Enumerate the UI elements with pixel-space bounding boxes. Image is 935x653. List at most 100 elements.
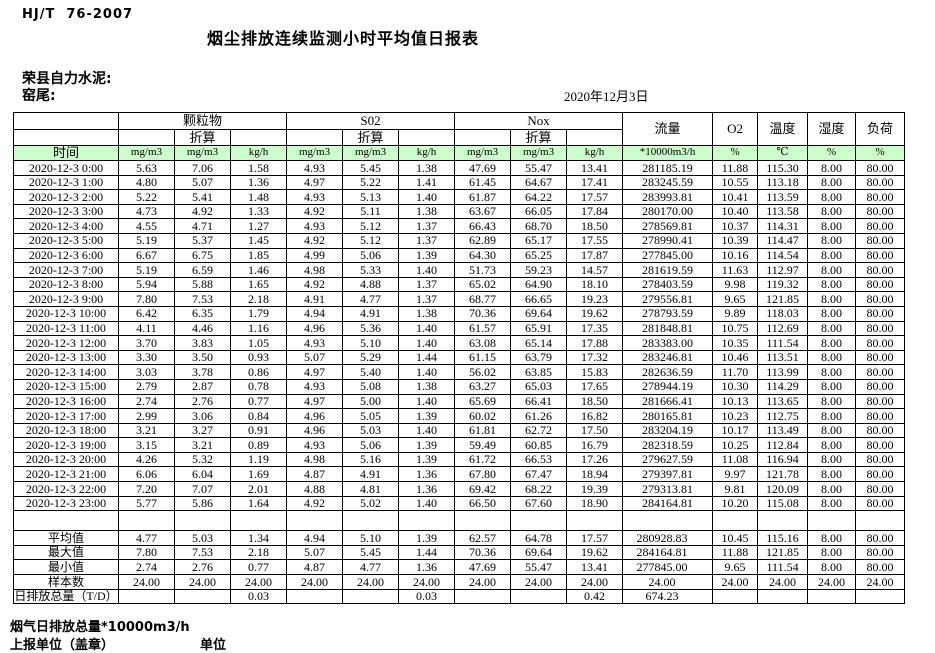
summary-value: 4.77: [342, 559, 400, 576]
cell-value: 17.26: [566, 451, 624, 468]
cell-value: 61.26: [510, 408, 568, 424]
cell-value: 10.16: [712, 247, 759, 264]
cell-value: 68.22: [510, 481, 568, 497]
cell-value: 65.14: [510, 335, 568, 351]
summary-value: 80.00: [855, 530, 906, 546]
cell-time: 2020-12-3 12:00: [13, 335, 119, 351]
cell-value: 66.53: [510, 451, 568, 468]
empty-cell: [855, 510, 906, 532]
cell-value: 1.79: [229, 305, 288, 322]
cell-value: 66.41: [510, 393, 568, 410]
cell-value: 17.88: [566, 335, 624, 351]
cell-value: 5.19: [118, 262, 175, 278]
cell-value: 10.13: [712, 393, 759, 410]
cell-value: 18.94: [566, 466, 624, 483]
cell-value: 65.25: [510, 247, 568, 264]
summary-row: 样本数 24.00 24.00 24.00 24.00 24.00 24.00 24.00 24…: [13, 574, 906, 590]
cell-value: 114.31: [757, 218, 809, 234]
cell-value: 113.59: [757, 189, 809, 205]
cell-value: 65.69: [454, 393, 512, 410]
summary-value: 674.23: [622, 588, 714, 605]
cell-value: 279397.81: [622, 466, 714, 483]
cell-value: 5.12: [342, 218, 400, 234]
cell-value: 0.86: [229, 364, 288, 380]
summary-value: 5.07: [286, 544, 344, 561]
cell-value: 1.40: [398, 320, 456, 337]
cell-value: 8.00: [807, 305, 857, 322]
summary-value: 47.69: [454, 559, 512, 576]
cell-value: 1.39: [398, 408, 456, 424]
cell-value: 283246.81: [622, 349, 714, 366]
summary-label: 最小值: [13, 559, 119, 576]
cell-value: 4.96: [286, 408, 344, 424]
table-row: 2020-12-3 9:00 7.80 7.53 2.18 4.91 4.77 1.37 68…: [13, 291, 906, 307]
cell-value: 113.58: [757, 203, 809, 220]
table-row: 2020-12-3 4:00 4.55 4.71 1.27 4.93 5.12 1.37 66…: [13, 218, 906, 234]
cell-value: 278403.59: [622, 276, 714, 293]
cell-value: 4.96: [286, 422, 344, 439]
cell-value: 4.92: [286, 495, 344, 512]
cell-value: 1.46: [229, 262, 288, 278]
cell-value: 80.00: [855, 160, 906, 176]
cell-value: 18.90: [566, 495, 624, 512]
o2-unit: %: [712, 145, 759, 161]
summary-value: 24.00: [398, 574, 456, 590]
cell-value: 282318.59: [622, 437, 714, 453]
cell-value: 59.23: [510, 262, 568, 278]
table-row: 2020-12-3 23:00 5.77 5.86 1.64 4.92 5.02 1.40 6…: [13, 495, 906, 512]
cell-value: 2.99: [118, 408, 175, 424]
cell-time: 2020-12-3 3:00: [13, 203, 119, 220]
cell-value: 283245.59: [622, 174, 714, 191]
cell-value: 8.00: [807, 262, 857, 278]
cell-value: 80.00: [855, 262, 906, 278]
cell-value: 1.39: [398, 451, 456, 468]
summary-value: 284164.81: [622, 544, 714, 561]
cell-value: 64.90: [510, 276, 568, 293]
cell-value: 112.69: [757, 320, 809, 337]
summary-value: [118, 588, 175, 605]
cell-value: 6.75: [174, 247, 231, 264]
cell-value: 1.37: [398, 276, 456, 293]
cell-time: 2020-12-3 5:00: [13, 232, 119, 249]
empty-cell: [286, 510, 344, 532]
table-row: 2020-12-3 5:00 5.19 5.37 1.45 4.92 5.12 1.37 62…: [13, 232, 906, 249]
cell-value: 2.76: [174, 393, 231, 410]
summary-value: [174, 588, 231, 605]
table-row: 2020-12-3 20:00 4.26 5.32 1.19 4.98 5.16 1.39 6…: [13, 451, 906, 468]
cell-value: 4.96: [286, 320, 344, 337]
cell-value: 68.77: [454, 291, 512, 307]
cell-value: 4.91: [286, 291, 344, 307]
table-row: 2020-12-3 16:00 2.74 2.76 0.77 4.97 5.00 1.40 6…: [13, 393, 906, 410]
cell-value: 17.41: [566, 174, 624, 191]
cell-value: 62.89: [454, 232, 512, 249]
cell-value: 8.00: [807, 291, 857, 307]
nox-unit-kgh: kg/h: [566, 145, 624, 161]
summary-value: 8.00: [807, 530, 857, 546]
cell-value: 1.39: [398, 437, 456, 453]
summary-row: 最大值 7.80 7.53 2.18 5.07 5.45 1.44 70.36 69.64 19.…: [13, 544, 906, 561]
cell-value: 14.57: [566, 262, 624, 278]
cell-value: 1.44: [398, 349, 456, 366]
cell-value: 3.78: [174, 364, 231, 380]
cell-value: 5.45: [342, 160, 400, 176]
cell-value: 10.25: [712, 437, 759, 453]
cell-value: 10.46: [712, 349, 759, 366]
cell-value: 61.81: [454, 422, 512, 439]
cell-value: 4.26: [118, 451, 175, 468]
summary-label: 平均值: [13, 530, 119, 546]
cell-value: 8.00: [807, 189, 857, 205]
cell-value: 63.85: [510, 364, 568, 380]
cell-value: 6.35: [174, 305, 231, 322]
cell-value: 3.70: [118, 335, 175, 351]
cell-value: 8.00: [807, 437, 857, 453]
summary-row: 日排放总量（T/D） 0.03 0.03 0.42 674.23: [13, 588, 906, 605]
summary-value: [855, 588, 906, 605]
cell-time: 2020-12-3 9:00: [13, 291, 119, 307]
cell-value: 280170.00: [622, 203, 714, 220]
cell-value: 4.77: [342, 291, 400, 307]
summary-value: 17.57: [566, 530, 624, 546]
company-name: 荣县自力水泥:: [22, 71, 112, 87]
cell-value: 10.37: [712, 218, 759, 234]
summary-value: 0.42: [566, 588, 624, 605]
cell-value: 1.38: [398, 160, 456, 176]
